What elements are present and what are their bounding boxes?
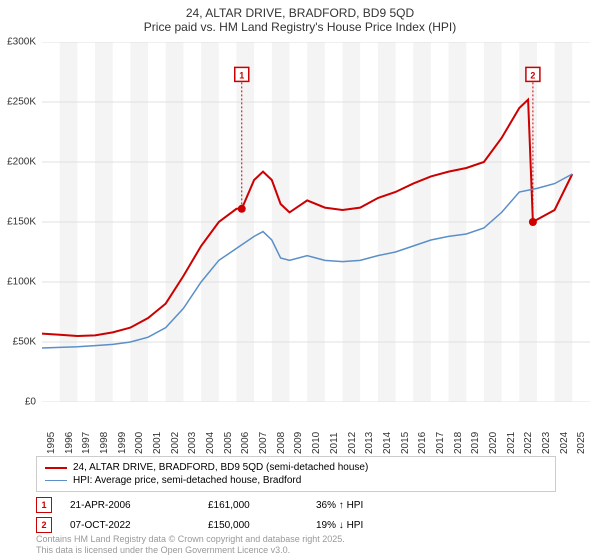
x-tick-label: 1997 [81, 432, 92, 454]
x-tick-label: 2008 [276, 432, 287, 454]
sale-annotations: 1 21-APR-2006 £161,000 36% ↑ HPI 2 07-OC… [36, 495, 556, 535]
x-tick-label: 2006 [240, 432, 251, 454]
chart-container: 24, ALTAR DRIVE, BRADFORD, BD9 5QD Price… [0, 0, 600, 560]
x-tick-label: 2005 [223, 432, 234, 454]
x-tick-label: 2022 [523, 432, 534, 454]
y-tick-label: £300K [7, 37, 36, 48]
svg-text:1: 1 [239, 70, 244, 80]
x-tick-label: 2016 [417, 432, 428, 454]
x-tick-label: 2000 [134, 432, 145, 454]
sale-price-2: £150,000 [208, 520, 298, 531]
sale-delta-1: 36% ↑ HPI [316, 500, 406, 511]
legend-label-price: 24, ALTAR DRIVE, BRADFORD, BD9 5QD (semi… [73, 462, 368, 473]
footer-line1: Contains HM Land Registry data © Crown c… [36, 534, 345, 545]
x-tick-label: 2002 [170, 432, 181, 454]
x-tick-label: 2007 [258, 432, 269, 454]
y-tick-label: £250K [7, 97, 36, 108]
y-tick-label: £0 [25, 397, 36, 408]
x-tick-label: 2019 [470, 432, 481, 454]
y-tick-label: £200K [7, 157, 36, 168]
sale-date-1: 21-APR-2006 [70, 500, 190, 511]
x-tick-label: 2003 [187, 432, 198, 454]
x-tick-label: 2014 [382, 432, 393, 454]
x-tick-label: 1996 [64, 432, 75, 454]
y-tick-label: £50K [13, 337, 36, 348]
title-subtitle: Price paid vs. HM Land Registry's House … [0, 20, 600, 34]
x-tick-label: 2011 [329, 432, 340, 454]
legend-label-hpi: HPI: Average price, semi-detached house,… [73, 475, 301, 486]
x-tick-label: 2004 [205, 432, 216, 454]
sale-delta-2: 19% ↓ HPI [316, 520, 406, 531]
chart-plot-area: 12 [42, 42, 590, 402]
x-tick-label: 2012 [347, 432, 358, 454]
sale-row-1: 1 21-APR-2006 £161,000 36% ↑ HPI [36, 495, 556, 515]
x-tick-label: 2025 [576, 432, 587, 454]
x-axis-labels: 1995 1996 1997 1998 1999 2000 2001 2002 2003 2004… [42, 404, 590, 454]
legend-swatch-price [45, 467, 67, 469]
y-tick-label: £100K [7, 277, 36, 288]
x-tick-label: 1999 [117, 432, 128, 454]
sale-badge-2: 2 [36, 517, 52, 533]
x-tick-label: 2018 [453, 432, 464, 454]
x-tick-label: 2017 [435, 432, 446, 454]
footer-line2: This data is licensed under the Open Gov… [36, 545, 345, 556]
x-tick-label: 2001 [152, 432, 163, 454]
title-address: 24, ALTAR DRIVE, BRADFORD, BD9 5QD [0, 6, 600, 20]
footer-attribution: Contains HM Land Registry data © Crown c… [36, 534, 345, 556]
y-tick-label: £150K [7, 217, 36, 228]
sale-price-1: £161,000 [208, 500, 298, 511]
x-tick-label: 2013 [364, 432, 375, 454]
sale-badge-1: 1 [36, 497, 52, 513]
svg-text:2: 2 [530, 70, 535, 80]
x-tick-label: 2021 [506, 432, 517, 454]
x-tick-label: 2015 [400, 432, 411, 454]
x-tick-label: 2010 [311, 432, 322, 454]
legend-swatch-hpi [45, 480, 67, 482]
chart-title: 24, ALTAR DRIVE, BRADFORD, BD9 5QD Price… [0, 0, 600, 34]
chart-legend: 24, ALTAR DRIVE, BRADFORD, BD9 5QD (semi… [36, 456, 556, 492]
x-tick-label: 2023 [541, 432, 552, 454]
legend-row-price: 24, ALTAR DRIVE, BRADFORD, BD9 5QD (semi… [45, 461, 547, 474]
chart-svg: 12 [42, 42, 590, 402]
x-tick-label: 2009 [293, 432, 304, 454]
sale-row-2: 2 07-OCT-2022 £150,000 19% ↓ HPI [36, 515, 556, 535]
x-tick-label: 2020 [488, 432, 499, 454]
y-axis-labels: £0£50K£100K£150K£200K£250K£300K [0, 42, 40, 402]
legend-row-hpi: HPI: Average price, semi-detached house,… [45, 474, 547, 487]
x-tick-label: 1998 [99, 432, 110, 454]
sale-date-2: 07-OCT-2022 [70, 520, 190, 531]
x-tick-label: 1995 [46, 432, 57, 454]
x-tick-label: 2024 [559, 432, 570, 454]
